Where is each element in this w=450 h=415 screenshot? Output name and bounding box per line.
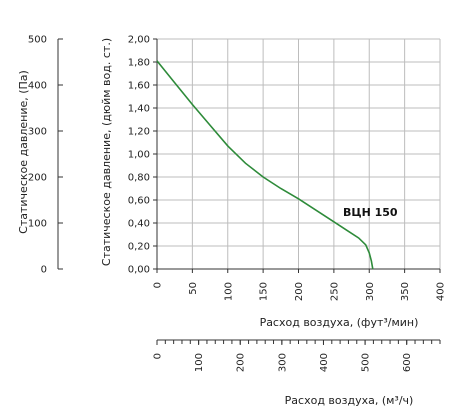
x-tick-label-m3h: 100 (194, 353, 205, 372)
y-tick-label-inwg: 1,40 (128, 104, 150, 115)
x-tick-label-cfm: 0 (153, 282, 164, 288)
x-tick-label-cfm: 100 (223, 282, 234, 301)
y-tick-label-pa: 0 (41, 265, 47, 276)
x-tick-label-cfm: 300 (365, 282, 376, 301)
y-tick-label-pa: 100 (28, 219, 47, 230)
y-tick-label-inwg: 0,20 (128, 242, 150, 253)
grid (156, 38, 441, 270)
y-tick-label-inwg: 0,60 (128, 196, 150, 207)
y-tick-label-inwg: 1,60 (128, 81, 150, 92)
x-tick-label-m3h: 0 (153, 353, 164, 359)
y-tick-label-inwg: 1,20 (128, 127, 150, 138)
y-tick-label-pa: 500 (28, 35, 47, 46)
x-tick-label-cfm: 50 (188, 282, 199, 295)
x-tick-label-cfm: 150 (259, 282, 270, 301)
y-tick-label-inwg: 2,00 (128, 35, 150, 46)
x-tick-label-cfm: 250 (329, 282, 340, 301)
left-axis-title-inwg: Статическое давление, (дюйм вод. ст.) (100, 38, 113, 266)
x-tick-label-cfm: 400 (436, 282, 447, 301)
axes (57, 38, 441, 345)
y-tick-label-pa: 300 (28, 127, 47, 138)
tick-labels: 0,00 0,20 0,40 0,60 0,80 1,00 1,20 1,40 1,60 1,80… (28, 35, 447, 373)
y-tick-label-inwg: 0,40 (128, 219, 150, 230)
x-axis-title-cfm: Расход воздуха, (фут³/мин) (260, 316, 419, 329)
series-label: ВЦН 150 (343, 206, 398, 219)
y-tick-label-inwg: 0,00 (128, 265, 150, 276)
y-tick-label-inwg: 0,80 (128, 173, 150, 184)
left-axis-title-pa: Статическое давление, (Па) (17, 70, 30, 234)
y-tick-label-inwg: 1,80 (128, 58, 150, 69)
y-tick-label-inwg: 1,00 (128, 150, 150, 161)
x-tick-label-m3h: 600 (402, 353, 413, 372)
series-line (156, 60, 374, 270)
x-tick-label-m3h: 500 (361, 353, 372, 372)
x-tick-label-m3h: 400 (319, 353, 330, 372)
y-tick-label-pa: 200 (28, 173, 47, 184)
x-tick-label-cfm: 200 (294, 282, 305, 301)
x-tick-label-m3h: 200 (236, 353, 247, 372)
y-tick-label-pa: 400 (28, 81, 47, 92)
x-tick-label-m3h: 300 (277, 353, 288, 372)
x-tick-label-cfm: 350 (400, 282, 411, 301)
x-axis-title-m3h: Расход воздуха, (м³/ч) (285, 394, 414, 407)
